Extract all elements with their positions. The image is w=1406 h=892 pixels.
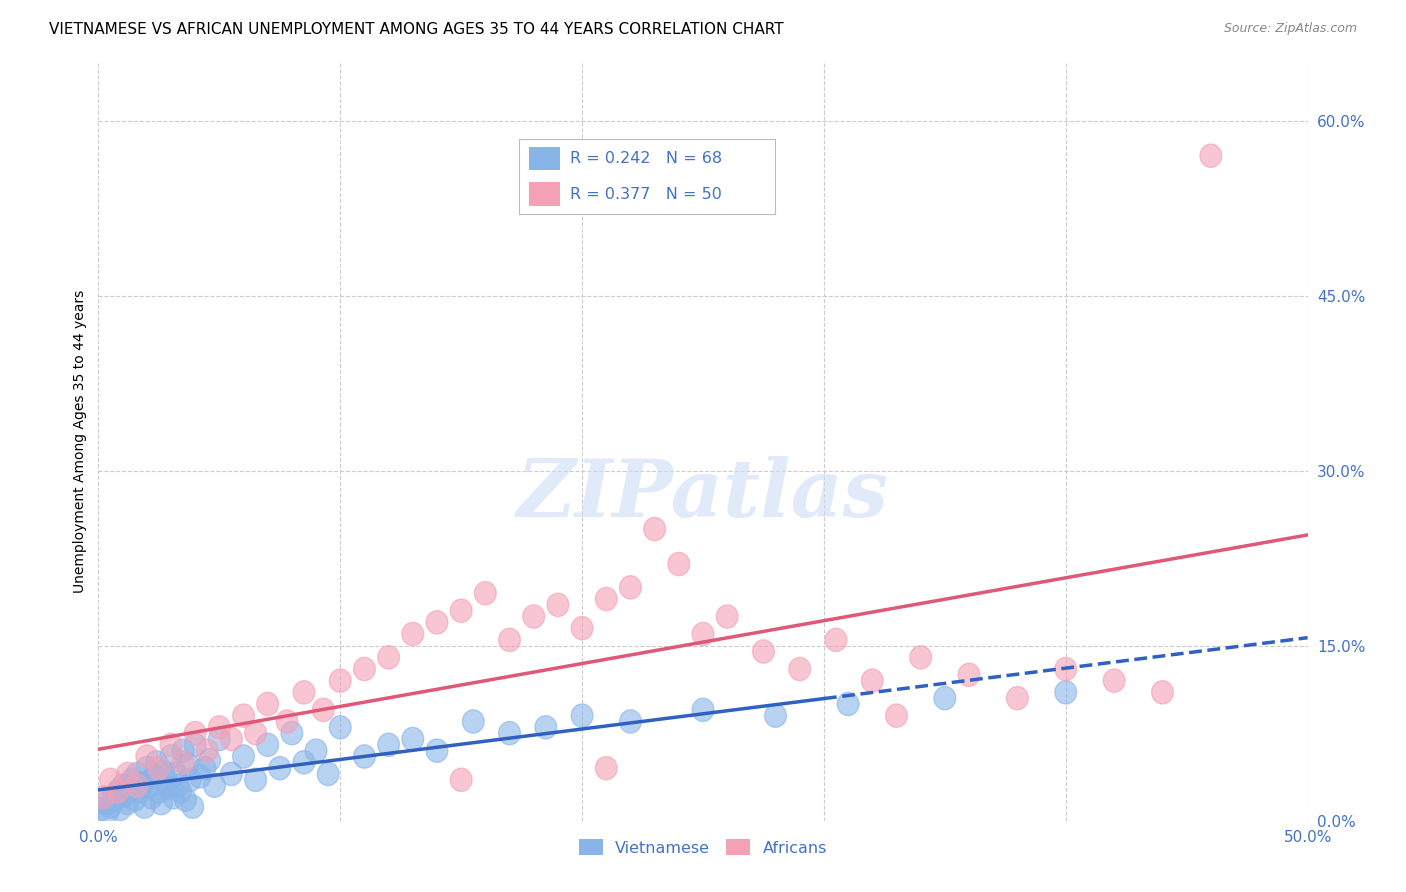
Y-axis label: Unemployment Among Ages 35 to 44 years: Unemployment Among Ages 35 to 44 years <box>73 290 87 593</box>
Text: ZIPatlas: ZIPatlas <box>517 456 889 533</box>
Bar <box>529 147 560 170</box>
Legend: Vietnamese, Africans: Vietnamese, Africans <box>572 832 834 862</box>
Text: Source: ZipAtlas.com: Source: ZipAtlas.com <box>1223 22 1357 36</box>
Text: R = 0.242   N = 68: R = 0.242 N = 68 <box>571 151 723 166</box>
Text: VIETNAMESE VS AFRICAN UNEMPLOYMENT AMONG AGES 35 TO 44 YEARS CORRELATION CHART: VIETNAMESE VS AFRICAN UNEMPLOYMENT AMONG… <box>49 22 783 37</box>
Bar <box>529 182 560 206</box>
Text: R = 0.377   N = 50: R = 0.377 N = 50 <box>571 186 723 202</box>
